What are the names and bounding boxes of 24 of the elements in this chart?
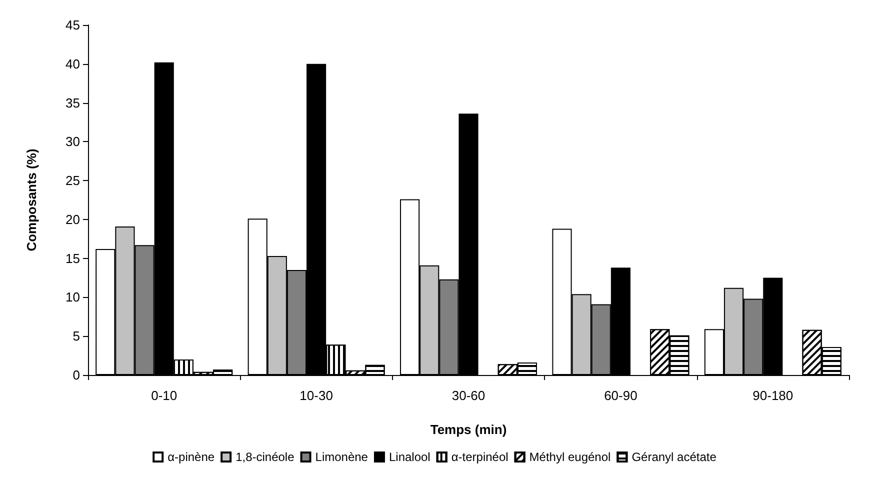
- legend-label: α-pinène: [168, 450, 215, 464]
- y-tick-label: 10: [66, 290, 80, 305]
- y-tick-label: 30: [66, 134, 80, 150]
- x-tick-label: 90-180: [752, 388, 794, 403]
- x-tick-label: 30-60: [452, 388, 486, 403]
- y-tick-label: 35: [66, 95, 80, 110]
- legend-label: α-terpinéol: [451, 450, 508, 464]
- x-axis-title: Temps (min): [430, 422, 507, 437]
- legend-label: Linalool: [388, 450, 430, 464]
- x-tick-label: 60-90: [604, 388, 638, 403]
- legend-label: 1,8-cinéole: [236, 450, 295, 464]
- legend-label: Géranyl acétate: [632, 450, 717, 464]
- y-tick-label: 0: [72, 368, 80, 382]
- y-tick-label: 15: [66, 250, 80, 266]
- y-tick-label: 25: [66, 173, 80, 188]
- x-tick-label: 0-10: [151, 388, 178, 403]
- y-axis-title: Composants (%): [24, 148, 39, 252]
- y-tick-label: 45: [66, 18, 80, 32]
- y-tick-label: 40: [66, 56, 80, 72]
- y-tick-label: 20: [66, 212, 80, 227]
- y-tick-label: 5: [72, 328, 80, 344]
- legend-label: Méthyl eugénol: [529, 450, 611, 464]
- x-tick-label: 10-30: [300, 388, 333, 403]
- legend-label: Limonène: [315, 450, 368, 464]
